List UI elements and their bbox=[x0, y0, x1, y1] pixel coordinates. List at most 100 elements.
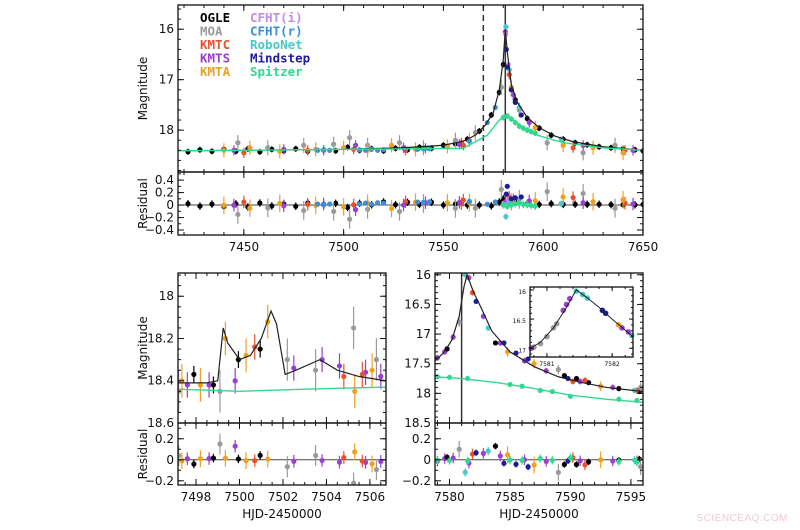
data-point bbox=[235, 456, 242, 462]
residual-point-group bbox=[590, 193, 596, 211]
legend-entry-cfhti: CFHT(i) bbox=[250, 10, 303, 25]
data-point bbox=[191, 371, 197, 378]
residual-point-group bbox=[373, 459, 380, 481]
y-tick-label: 16 bbox=[416, 268, 431, 282]
data-point-group bbox=[561, 372, 567, 379]
data-point bbox=[488, 203, 494, 209]
data-point bbox=[357, 201, 363, 207]
data-point bbox=[452, 137, 459, 143]
data-point bbox=[462, 469, 468, 475]
residual-point-group bbox=[341, 451, 347, 464]
data-point bbox=[585, 459, 592, 465]
residual-point-group bbox=[584, 200, 590, 208]
residual-point-group bbox=[512, 195, 518, 201]
residual-point-group bbox=[572, 200, 578, 208]
data-point bbox=[232, 443, 238, 449]
data-point bbox=[544, 333, 550, 340]
data-point-group bbox=[243, 338, 249, 373]
y-tick-label: −0.2 bbox=[145, 474, 174, 488]
data-point bbox=[235, 211, 241, 218]
data-point bbox=[446, 457, 453, 464]
y-tick-label: 17 bbox=[416, 327, 431, 341]
legend-entry-mindstep: Mindstep bbox=[250, 51, 310, 66]
residual-point-group bbox=[543, 456, 549, 467]
data-point-group bbox=[590, 140, 596, 155]
residual-point-group bbox=[392, 200, 399, 209]
data-point-group bbox=[492, 340, 499, 346]
data-point bbox=[570, 145, 576, 151]
residual-point-group bbox=[281, 199, 287, 213]
residual-series-kmtc bbox=[241, 191, 628, 211]
data-point-group bbox=[293, 145, 299, 152]
data-point bbox=[331, 208, 337, 215]
model-curve bbox=[435, 273, 643, 393]
data-point bbox=[496, 199, 502, 205]
data-point bbox=[209, 148, 215, 154]
residual-point-group bbox=[368, 201, 375, 207]
data-point-group bbox=[277, 144, 283, 159]
residual-series-ogle bbox=[191, 451, 263, 469]
data-point bbox=[380, 200, 387, 206]
residual-point-group bbox=[531, 456, 537, 474]
data-point bbox=[241, 199, 247, 205]
data-point bbox=[351, 202, 357, 208]
data-point bbox=[293, 146, 299, 152]
data-point-group bbox=[341, 363, 347, 390]
data-point bbox=[580, 190, 586, 197]
panel-zoom-peak: 16 16.5 17 17.5 18 18.5 7580 7585 7590 7595 0.2 0 −0… bbox=[402, 268, 646, 521]
residual-point-group bbox=[460, 193, 466, 207]
data-point bbox=[341, 373, 347, 380]
residual-point-group bbox=[492, 442, 499, 450]
legend-entry-kmts: KMTS bbox=[200, 51, 230, 66]
y-tick-label: 18 bbox=[416, 386, 431, 400]
data-point bbox=[373, 466, 380, 473]
residual-point-group bbox=[616, 457, 622, 466]
y-axis-label: Magnitude bbox=[136, 316, 150, 380]
x-tick-label: 7581 bbox=[539, 361, 554, 368]
residual-series-mindstep bbox=[503, 183, 524, 202]
data-point bbox=[319, 357, 325, 363]
residual-point-group bbox=[612, 198, 618, 218]
residual-point-group bbox=[496, 198, 502, 206]
data-point bbox=[353, 142, 359, 148]
data-point bbox=[516, 200, 522, 206]
series-moa bbox=[178, 306, 380, 413]
residual-point-group bbox=[206, 452, 212, 465]
data-point-group bbox=[347, 130, 353, 146]
data-point bbox=[560, 307, 567, 314]
residual-panel-frame bbox=[177, 171, 644, 236]
data-point bbox=[243, 458, 249, 464]
data-point bbox=[560, 142, 566, 148]
panel-zoom-anomaly: 18 18.2 18.4 18.6 7498 7500 7502 7504 7506 0.2 0 −0… bbox=[136, 272, 387, 521]
y-tick-label: 16.5 bbox=[513, 318, 527, 325]
y-tick-label: −0.2 bbox=[402, 474, 431, 488]
watermark: SCIENCEAQ.COM bbox=[696, 513, 788, 524]
residual-point-group bbox=[504, 202, 510, 211]
data-point-group bbox=[232, 368, 238, 394]
residual-series-spitzer bbox=[435, 453, 640, 467]
data-point bbox=[353, 207, 359, 213]
inset-peak: 7581 7582 16 16.5 17 bbox=[513, 286, 635, 368]
data-point bbox=[452, 205, 459, 211]
data-point-group bbox=[257, 340, 263, 358]
residual-point-group bbox=[341, 198, 347, 216]
y-tick-label: 16.5 bbox=[404, 297, 431, 311]
data-point bbox=[531, 361, 537, 367]
data-point bbox=[341, 454, 347, 461]
data-point bbox=[456, 141, 462, 147]
data-point bbox=[400, 202, 407, 208]
data-point bbox=[573, 461, 580, 468]
data-point bbox=[351, 480, 357, 485]
data-point bbox=[555, 469, 561, 475]
data-point bbox=[414, 199, 421, 205]
data-point bbox=[185, 201, 191, 207]
data-point bbox=[537, 340, 544, 347]
data-point-group bbox=[518, 112, 524, 118]
data-point bbox=[206, 455, 212, 462]
data-point bbox=[582, 377, 588, 383]
data-point bbox=[456, 199, 462, 205]
data-point-group bbox=[573, 375, 580, 382]
data-point bbox=[336, 459, 343, 465]
data-point bbox=[472, 205, 478, 211]
